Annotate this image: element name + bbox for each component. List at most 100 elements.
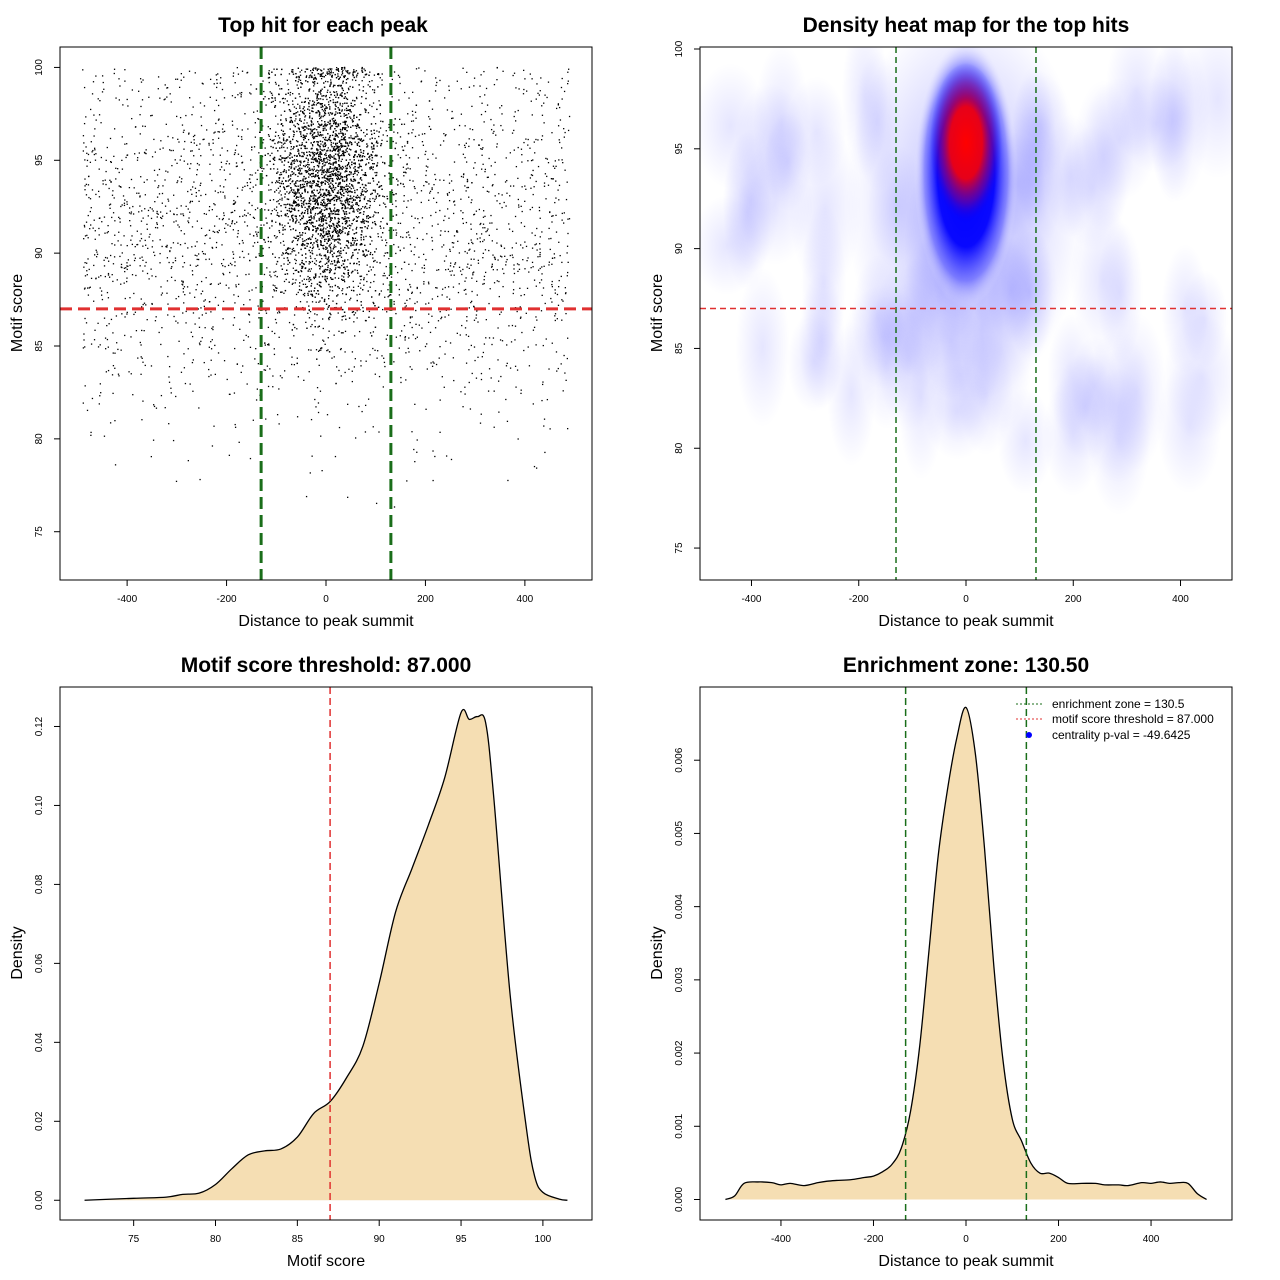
scatter-point (312, 145, 314, 147)
scatter-point (262, 80, 264, 82)
scatter-point (484, 168, 487, 171)
scatter-point (490, 128, 493, 131)
scatter-point (555, 351, 558, 353)
scatter-point (323, 165, 325, 167)
scatter-point (290, 148, 292, 151)
scatter-point (83, 226, 86, 228)
scatter-point (231, 211, 234, 213)
scatter-point (175, 298, 177, 300)
scatter-point (120, 205, 122, 208)
scatter-point (210, 283, 212, 285)
scatter-point (295, 293, 298, 296)
scatter-point (437, 295, 439, 298)
scatter-point (522, 93, 525, 95)
scatter-point (267, 326, 270, 329)
scatter-point (126, 280, 128, 283)
scatter-point (341, 190, 344, 192)
scatter-point (513, 149, 515, 151)
scatter-point (256, 235, 258, 237)
scatter-point (478, 144, 481, 146)
scatter-point (554, 160, 556, 162)
scatter-point (402, 166, 405, 168)
scatter-point (280, 242, 282, 244)
scatter-point (91, 93, 94, 95)
scatter-point (168, 261, 170, 264)
scatter-point (364, 404, 367, 407)
scatter-point (308, 202, 311, 205)
scatter-point (310, 185, 313, 188)
scatter-point (484, 249, 487, 251)
scatter-point (486, 104, 489, 106)
scatter-point (109, 422, 112, 424)
scatter-point (498, 295, 500, 298)
scatter-point (335, 143, 337, 146)
scatter-point (365, 188, 367, 190)
scatter-point (266, 365, 269, 367)
scatter-point (497, 259, 499, 261)
scatter-point (196, 220, 198, 222)
scatter-point (176, 162, 178, 164)
scatter-point (185, 205, 187, 208)
scatter-point (268, 135, 270, 137)
scatter-point (341, 150, 343, 152)
scatter-point (331, 125, 334, 127)
scatter-point (543, 418, 546, 420)
scatter-point (130, 336, 132, 338)
scatter-point (508, 223, 510, 225)
scatter-point (329, 96, 331, 99)
scatter-point (235, 286, 237, 288)
scatter-point (369, 71, 371, 73)
scatter-point (322, 318, 324, 320)
scatter-point (313, 215, 315, 218)
scatter-point (442, 288, 444, 290)
scatter-point (181, 178, 183, 180)
scatter-point (172, 439, 175, 442)
scatter-point (117, 240, 119, 242)
scatter-point (258, 152, 260, 154)
scatter-point (356, 294, 358, 296)
scatter-point (429, 331, 432, 334)
scatter-point (215, 241, 218, 244)
scatter-point (342, 293, 344, 295)
scatter-point (515, 165, 518, 168)
scatter-point (272, 100, 274, 103)
scatter-point (274, 318, 277, 321)
scatter-point (465, 277, 467, 279)
scatter-point (224, 197, 226, 199)
scatter-point (192, 106, 194, 108)
scatter-point (321, 171, 323, 173)
scatter-point (111, 194, 114, 196)
scatter-point (212, 328, 214, 331)
scatter-point (556, 318, 558, 320)
scatter-point (174, 279, 176, 282)
scatter-point (304, 115, 307, 117)
scatter-point (353, 321, 355, 323)
scatter-point (259, 166, 262, 169)
scatter-point (285, 171, 287, 174)
scatter-point (329, 195, 331, 197)
scatter-point (221, 88, 224, 91)
scatter-point (439, 346, 441, 348)
scatter-point (114, 420, 116, 422)
scatter-point (382, 275, 384, 277)
scatter-point (152, 210, 154, 212)
scatter-point (241, 70, 244, 72)
scatter-point (509, 152, 511, 154)
scatter-point (191, 361, 194, 364)
scatter-point (326, 217, 328, 219)
scatter-point (194, 254, 196, 256)
scatter-point (307, 138, 310, 141)
scatter-point (345, 97, 347, 99)
scatter-point (321, 169, 323, 171)
scatter-point (286, 191, 288, 193)
scatter-point (400, 236, 402, 238)
scatter-point (156, 174, 159, 176)
scatter-point (180, 205, 182, 207)
scatter-point (338, 224, 340, 227)
scatter-point (345, 227, 348, 230)
scatter-point (329, 215, 331, 218)
scatter-point (141, 256, 143, 258)
scatter-point (120, 244, 122, 246)
scatter-point (166, 87, 168, 89)
scatter-point (244, 113, 246, 115)
